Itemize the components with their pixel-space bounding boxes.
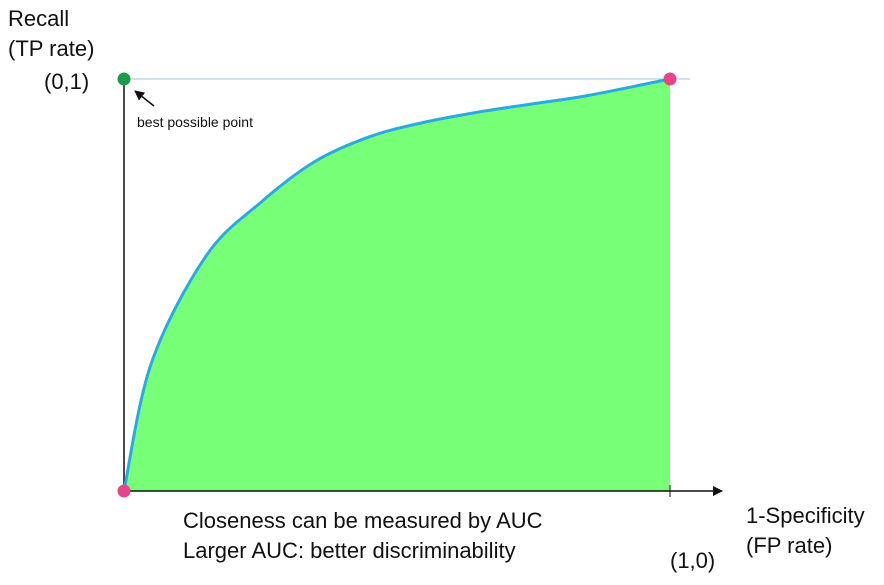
caption-line: Larger AUC: better discriminability [183, 538, 516, 563]
y-axis-label: Recall (TP rate) [8, 4, 94, 64]
captions: Closeness can be measured by AUC Larger … [183, 506, 543, 566]
annotation-label: best possible point [137, 114, 253, 130]
y-axis-label-line: Recall [8, 6, 70, 31]
marked-points [117, 72, 677, 498]
y-axis-label-line: (TP rate) [8, 36, 95, 61]
x-axis-label-line: 1-Specificity [746, 503, 865, 528]
annotation-arrow [134, 90, 155, 107]
x-tick-label: (1,0) [670, 548, 716, 573]
roc-curve [122, 77, 672, 493]
auc-area [124, 79, 670, 491]
x-axis-label-line: (FP rate) [746, 533, 833, 558]
caption-line: Closeness can be measured by AUC [183, 508, 543, 533]
x-axis-label: 1-Specificity (FP rate) [746, 501, 865, 561]
endpoint-marker [663, 72, 677, 86]
best-point-marker [117, 72, 131, 86]
endpoint-marker [117, 484, 131, 498]
y-tick-label: (0,1) [44, 69, 90, 94]
